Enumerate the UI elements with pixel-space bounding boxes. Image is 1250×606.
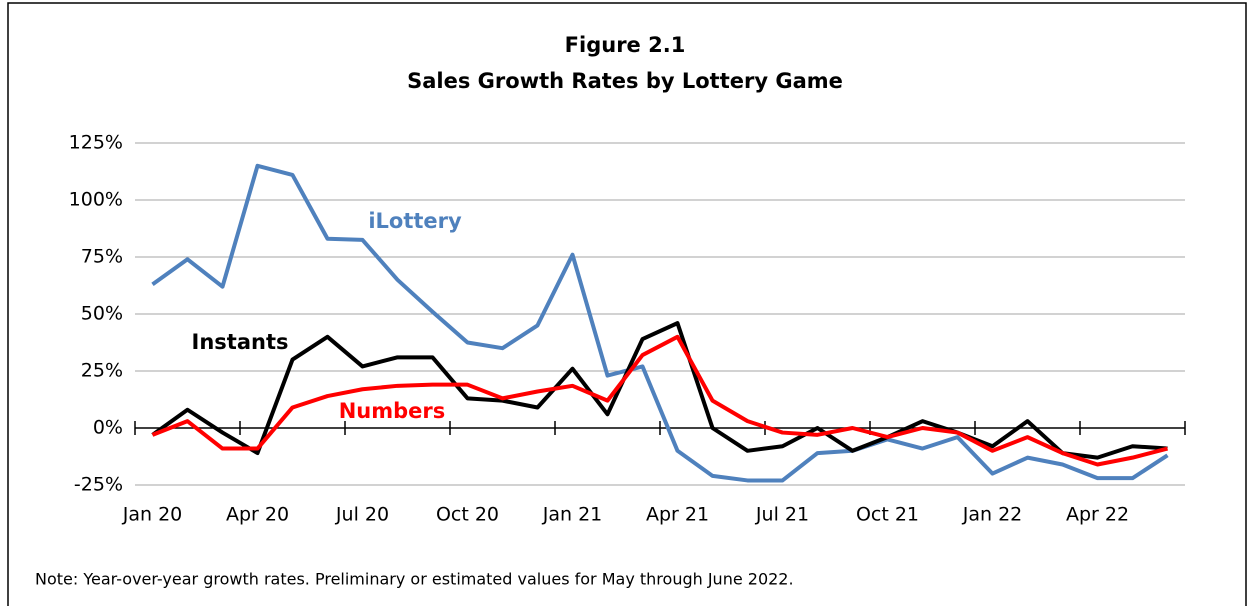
x-tick-label: Oct 20 [436, 504, 499, 526]
x-tick-label: Jul 20 [335, 504, 389, 526]
x-tick-label: Jan 21 [542, 504, 603, 526]
x-tick-label: Jan 22 [962, 504, 1023, 526]
y-tick-label: 75% [81, 246, 123, 268]
x-tick-label: Apr 21 [646, 504, 709, 526]
chart-subtitle: Sales Growth Rates by Lottery Game [407, 69, 843, 93]
series-label: Numbers [339, 399, 446, 423]
chart-title: Figure 2.1 [565, 33, 686, 57]
y-tick-label: 50% [81, 303, 123, 325]
y-tick-label: 100% [69, 189, 123, 211]
series-line [151, 334, 1169, 467]
series-line [151, 321, 1168, 460]
x-tick-label: Apr 20 [226, 504, 289, 526]
y-tick-label: -25% [74, 474, 123, 496]
x-tick-label: Oct 21 [856, 504, 919, 526]
frame [7, 2, 1247, 606]
y-tick-label: 25% [81, 360, 123, 382]
x-tick-label: Jan 20 [122, 504, 183, 526]
x-tick-label: Jul 21 [755, 504, 809, 526]
y-tick-label: 125% [69, 132, 123, 154]
series-label: iLottery [368, 209, 462, 233]
note: Note: Year-over-year growth rates. Preli… [35, 570, 794, 589]
series-label: Instants [192, 330, 289, 354]
x-tick-label: Apr 22 [1066, 504, 1129, 526]
y-tick-label: 0% [93, 417, 123, 439]
series-line [151, 163, 1169, 483]
